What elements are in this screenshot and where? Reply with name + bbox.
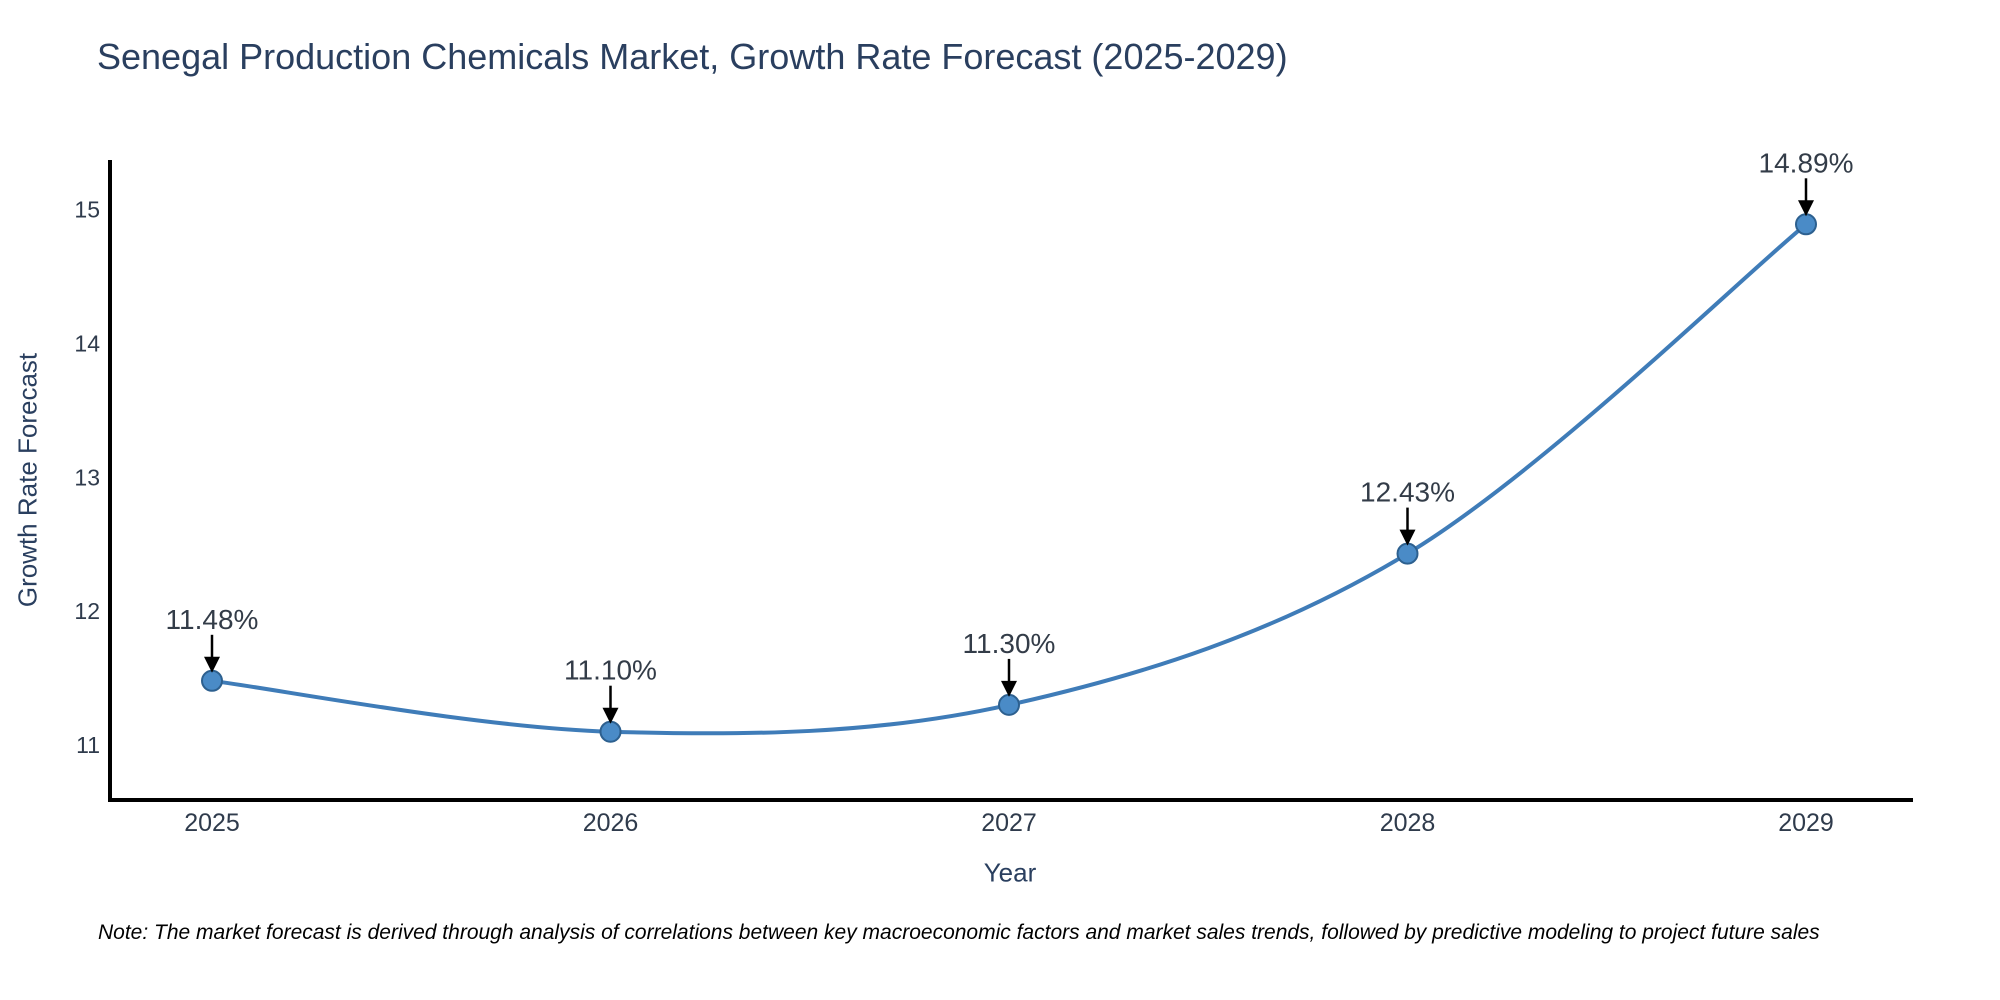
- annotation-arrowhead-icon: [602, 707, 619, 724]
- x-tick-label: 2028: [1380, 809, 1436, 837]
- data-point-marker: [1396, 542, 1419, 565]
- annotation-arrowhead-icon: [204, 656, 220, 673]
- chart-footnote: Note: The market forecast is derived thr…: [98, 921, 1820, 944]
- data-point-marker: [201, 669, 223, 692]
- y-tick-label: 13: [74, 464, 100, 490]
- data-point-label: 12.43%: [1360, 477, 1455, 508]
- data-point-label: 11.48%: [166, 604, 259, 635]
- y-tick-label: 11: [76, 732, 100, 758]
- data-point-label: 11.30%: [963, 628, 1056, 659]
- y-tick-label: 12: [74, 598, 100, 624]
- y-tick-label: 14: [74, 330, 100, 356]
- data-point-label: 11.10%: [564, 655, 657, 686]
- annotation-arrowhead-icon: [1001, 680, 1017, 697]
- x-tick-label: 2025: [184, 809, 240, 837]
- data-point-label: 14.89%: [1759, 147, 1854, 178]
- data-point-marker: [1795, 213, 1817, 236]
- x-tick-label: 2026: [583, 809, 639, 837]
- x-tick-label: 2029: [1778, 809, 1834, 837]
- x-axis-title: Year: [983, 857, 1037, 888]
- x-tick-label: 2027: [981, 809, 1037, 837]
- y-tick-label: 15: [74, 197, 100, 223]
- annotation-arrowhead-icon: [1399, 529, 1416, 546]
- data-point-marker: [998, 693, 1020, 716]
- annotation-arrowhead-icon: [1798, 200, 1814, 217]
- data-point-marker: [599, 720, 622, 743]
- chart-title: Senegal Production Chemicals Market, Gro…: [97, 36, 1288, 77]
